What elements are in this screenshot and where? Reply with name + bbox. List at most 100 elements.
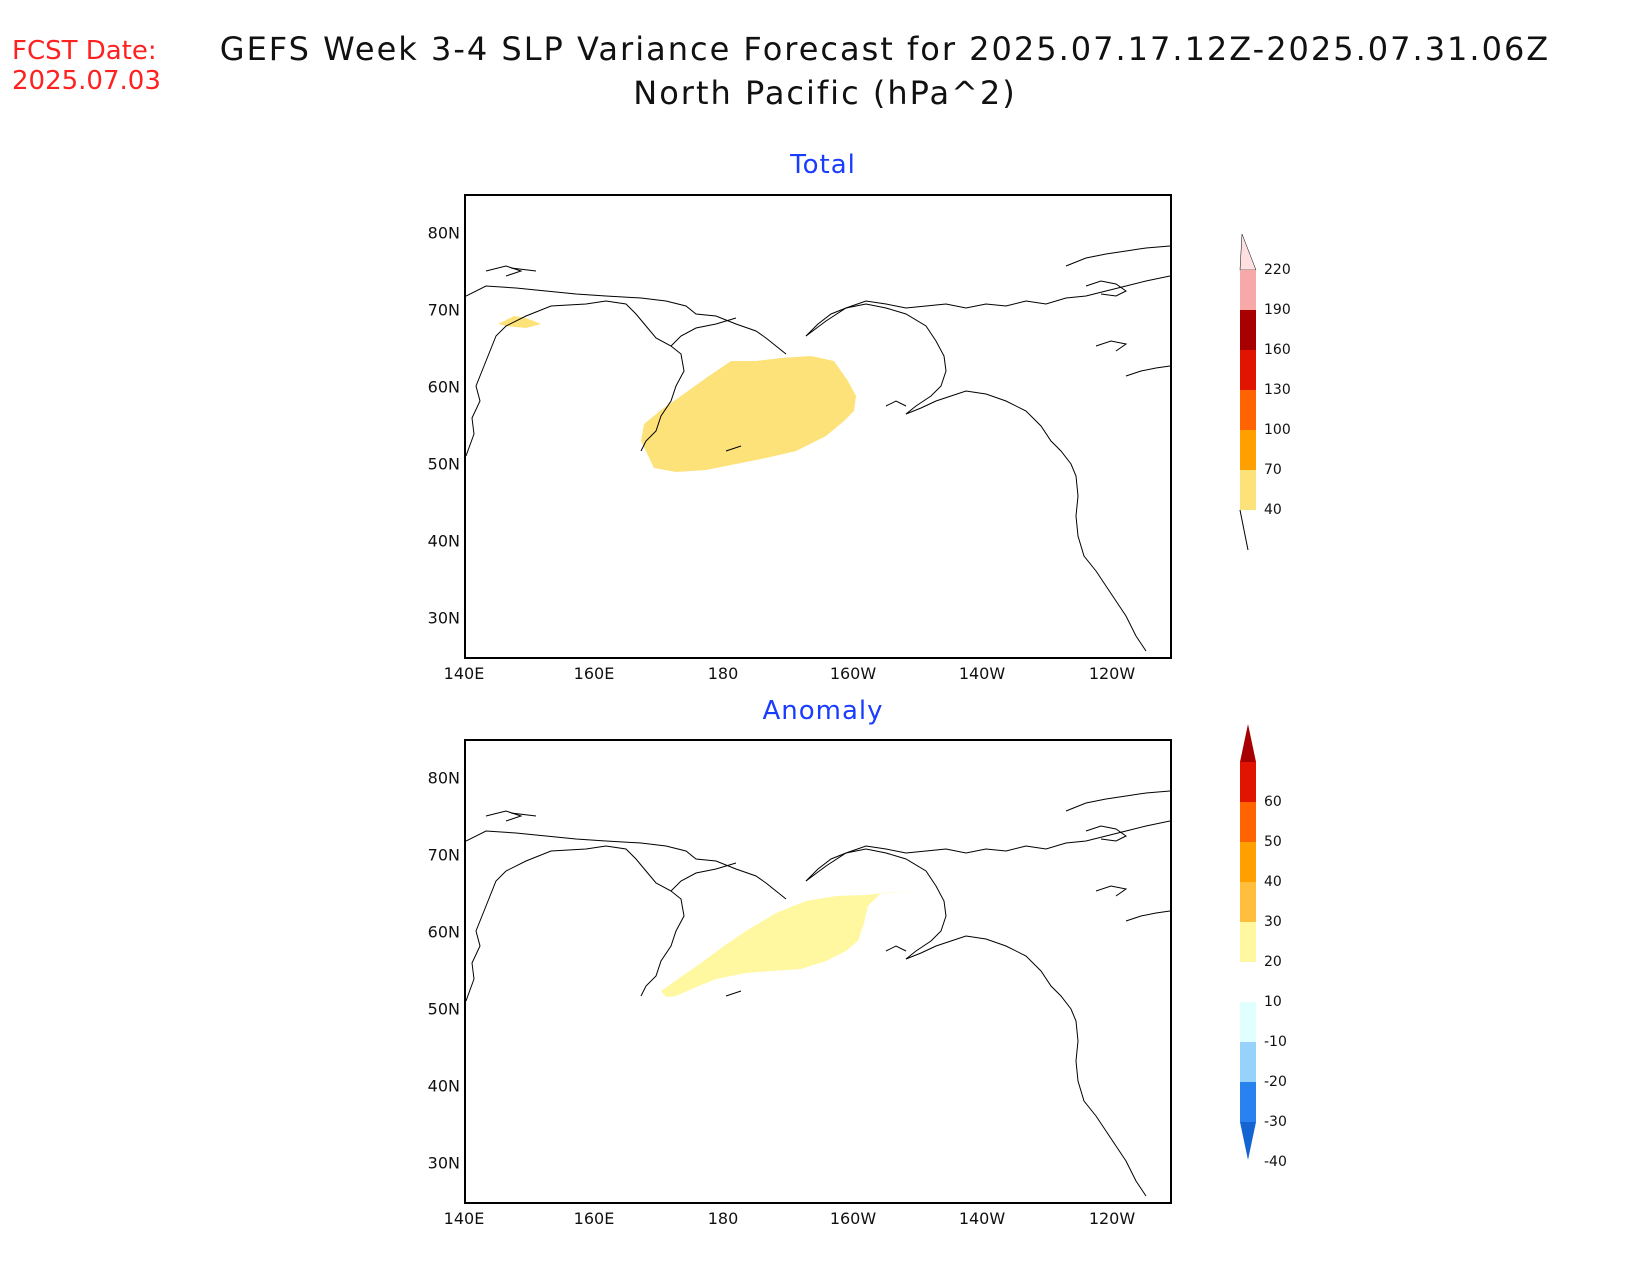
latitude-tick-label: 60N: [427, 922, 460, 942]
colorbar-tick-label: 40: [1264, 874, 1282, 890]
colorbar-tick-label: -30: [1264, 1114, 1287, 1130]
coastline: [466, 300, 685, 457]
longitude-tick-label: 160W: [829, 664, 877, 683]
map-panel-total: [464, 194, 1172, 659]
coastline: [725, 445, 742, 452]
colorbar-tick-label: 50: [1264, 834, 1282, 850]
coastline: [1065, 790, 1170, 812]
coastline: [805, 275, 1170, 337]
fcst-date-value: 2025.07.03: [12, 66, 161, 96]
panel-title-total: Total: [790, 150, 856, 180]
coastline: [1085, 825, 1127, 842]
coastline: [466, 830, 787, 900]
colorbar-tick-label: 160: [1264, 342, 1291, 358]
longitude-tick-label: 140E: [443, 664, 485, 683]
longitude-tick-label: 120W: [1088, 1209, 1136, 1228]
latitude-tick-label: 80N: [427, 768, 460, 788]
colorbar-swatch: [1240, 922, 1256, 962]
colorbar-swatch: [1240, 882, 1256, 922]
colorbar-tick-label: -20: [1264, 1074, 1287, 1090]
panel-title-anomaly: Anomaly: [762, 696, 884, 726]
latitude-tick-label: 80N: [427, 223, 460, 243]
main-subtitle: North Pacific (hPa^2): [633, 74, 1017, 112]
colorbar-tick-label: 30: [1264, 914, 1282, 930]
longitude-tick-label: 160E: [573, 664, 615, 683]
coastline: [485, 810, 523, 822]
coastline: [1085, 280, 1127, 297]
coastline: [805, 303, 947, 415]
longitude-tick-label: 180: [707, 1209, 739, 1228]
coastline: [805, 820, 1170, 882]
longitude-tick-label: 180: [707, 664, 739, 683]
colorbar-swatch: [1240, 1082, 1256, 1122]
coastline: [1125, 910, 1170, 922]
coastline: [466, 285, 787, 355]
shaded-variance-region: [661, 891, 908, 997]
colorbar-swatch: [1240, 430, 1256, 470]
longitude-tick-label: 160W: [829, 1209, 877, 1228]
coastline: [510, 267, 537, 272]
fcst-date-caption: FCST Date:: [12, 36, 157, 66]
longitude-tick-label: 120W: [1088, 664, 1136, 683]
colorbar-swatch: [1240, 802, 1256, 842]
colorbar-swatch: [1240, 762, 1256, 802]
colorbar-top-arrow: [1239, 233, 1257, 271]
coastline: [1095, 340, 1128, 352]
shaded-variance-region-small: [498, 316, 541, 328]
latitude-tick-label: 70N: [427, 300, 460, 320]
coastline: [725, 990, 742, 997]
colorbar-swatch: [1240, 842, 1256, 882]
colorbar-swatch: [1240, 350, 1256, 390]
coastline: [670, 317, 737, 347]
colorbar-tick-label: 60: [1264, 794, 1282, 810]
colorbar-swatch: [1240, 270, 1256, 310]
main-title: GEFS Week 3-4 SLP Variance Forecast for …: [219, 30, 1551, 68]
colorbar-swatch: [1240, 962, 1256, 1002]
map-canvas: [466, 245, 1170, 652]
coastline: [1065, 245, 1170, 267]
colorbar-tick-label: 20: [1264, 954, 1282, 970]
colorbar-tick-label: 70: [1264, 462, 1282, 478]
coastline: [905, 390, 1147, 652]
latitude-tick-label: 30N: [427, 1153, 460, 1173]
colorbar-tick-label: 130: [1264, 382, 1291, 398]
coastline: [805, 848, 947, 960]
colorbar-swatch: [1240, 470, 1256, 510]
coastline: [1125, 365, 1170, 377]
latitude-tick-label: 50N: [427, 999, 460, 1019]
coastline: [670, 862, 737, 892]
colorbar-bottom-arrow: [1240, 1122, 1256, 1160]
colorbar-swatch: [1240, 1042, 1256, 1082]
coastline: [466, 845, 685, 1002]
latitude-tick-label: 50N: [427, 454, 460, 474]
forecast-date-label: FCST Date: 2025.07.03: [12, 36, 161, 96]
colorbar-swatch: [1240, 390, 1256, 430]
colorbar-tick-label: 100: [1264, 422, 1291, 438]
latitude-tick-label: 40N: [427, 531, 460, 551]
coastline: [885, 945, 907, 952]
colorbar-tick-label: -40: [1264, 1154, 1287, 1170]
colorbar-bottom-arrow: [1239, 509, 1249, 550]
latitude-tick-label: 60N: [427, 377, 460, 397]
colorbar-top-arrow: [1240, 724, 1256, 762]
colorbar-swatch: [1240, 1002, 1256, 1042]
colorbar-graphic: [1239, 233, 1257, 550]
colorbar-tick-label: 190: [1264, 302, 1291, 318]
latitude-tick-label: 40N: [427, 1076, 460, 1096]
map-panel-anomaly: [464, 739, 1172, 1204]
colorbar-tick-label: -10: [1264, 1034, 1287, 1050]
latitude-tick-label: 70N: [427, 845, 460, 865]
colorbar-swatch: [1240, 310, 1256, 350]
coastline: [905, 935, 1147, 1197]
latitude-tick-label: 30N: [427, 608, 460, 628]
coastline: [885, 400, 907, 407]
longitude-tick-label: 140W: [958, 1209, 1006, 1228]
map-canvas: [466, 790, 1170, 1197]
longitude-tick-label: 140W: [958, 664, 1006, 683]
colorbar-tick-label: 220: [1264, 262, 1291, 278]
coastline: [1095, 885, 1128, 897]
coastline: [510, 812, 537, 817]
coastline: [485, 265, 523, 277]
shaded-variance-region: [641, 356, 856, 472]
colorbar-tick-label: 40: [1264, 502, 1282, 518]
